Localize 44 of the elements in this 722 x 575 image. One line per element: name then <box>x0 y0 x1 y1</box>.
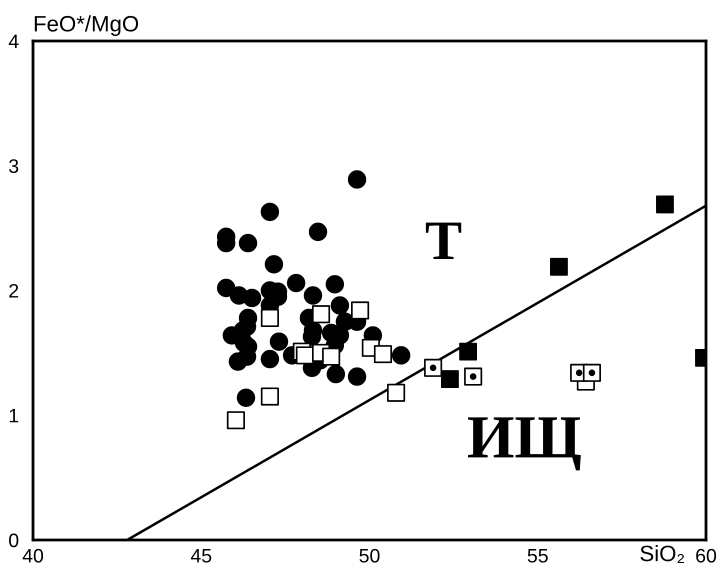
point <box>351 301 370 320</box>
point <box>326 275 344 294</box>
point <box>260 202 280 222</box>
point <box>374 345 392 364</box>
point <box>326 364 346 384</box>
point <box>236 388 256 407</box>
point <box>238 234 258 252</box>
point <box>260 387 279 406</box>
y-axis-title: FeO*/MgO <box>34 15 138 36</box>
x-tick-label: 50 <box>359 548 380 563</box>
point <box>286 274 306 292</box>
y-tick-label: 0 <box>9 533 18 548</box>
point <box>392 346 410 365</box>
point <box>550 258 568 276</box>
point <box>348 170 366 189</box>
point <box>441 370 459 388</box>
point <box>260 308 279 327</box>
annotation: ИЩ <box>468 417 581 470</box>
point <box>304 286 322 305</box>
point <box>308 222 328 242</box>
point <box>296 346 314 364</box>
point <box>459 342 478 361</box>
point <box>260 350 280 368</box>
point <box>242 288 262 308</box>
point <box>226 411 245 430</box>
y-tick-label: 2 <box>9 284 18 298</box>
point <box>387 384 406 402</box>
x-tick-label: 40 <box>22 548 44 563</box>
y-tick-label: 1 <box>10 408 18 422</box>
point <box>216 278 236 298</box>
y-tick-label: 3 <box>9 159 18 173</box>
point <box>312 305 330 324</box>
point <box>330 296 350 315</box>
x-tick-label: 45 <box>190 549 212 563</box>
point <box>348 367 366 386</box>
point <box>264 255 284 274</box>
point <box>270 332 288 351</box>
y-tick-label: 4 <box>8 34 19 48</box>
point <box>322 348 340 366</box>
x-tick-label: 55 <box>528 549 548 563</box>
annotation: Т <box>426 222 462 259</box>
x-tick-label: 60 <box>696 548 716 563</box>
point <box>656 196 674 214</box>
x-axis-title: SiO₂ <box>640 544 684 563</box>
